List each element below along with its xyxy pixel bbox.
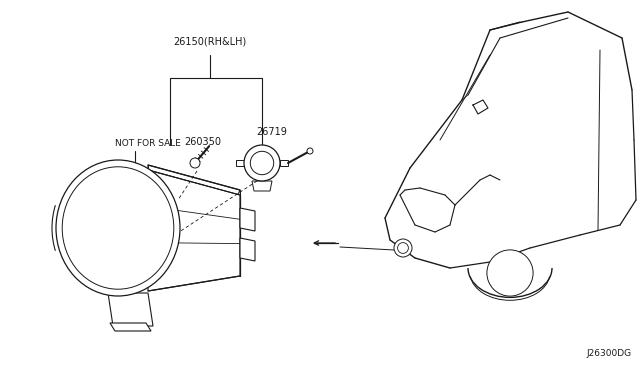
Ellipse shape (62, 167, 174, 289)
Polygon shape (280, 160, 288, 166)
Text: 260350: 260350 (184, 137, 221, 147)
Circle shape (307, 148, 313, 154)
Polygon shape (236, 160, 244, 166)
Text: 26719: 26719 (257, 127, 287, 137)
Polygon shape (252, 181, 272, 191)
Circle shape (190, 158, 200, 168)
Polygon shape (110, 323, 151, 331)
Polygon shape (240, 238, 255, 261)
Circle shape (250, 151, 274, 175)
Ellipse shape (56, 160, 180, 296)
Text: J26300DG: J26300DG (587, 349, 632, 358)
Polygon shape (148, 170, 240, 291)
Circle shape (397, 243, 408, 253)
Circle shape (244, 145, 280, 181)
Polygon shape (108, 293, 153, 326)
Text: NOT FOR SALE: NOT FOR SALE (115, 138, 181, 148)
Text: 26150(RH&LH): 26150(RH&LH) (173, 37, 246, 47)
Polygon shape (240, 208, 255, 231)
Circle shape (394, 239, 412, 257)
Circle shape (487, 250, 533, 296)
Polygon shape (148, 165, 240, 195)
